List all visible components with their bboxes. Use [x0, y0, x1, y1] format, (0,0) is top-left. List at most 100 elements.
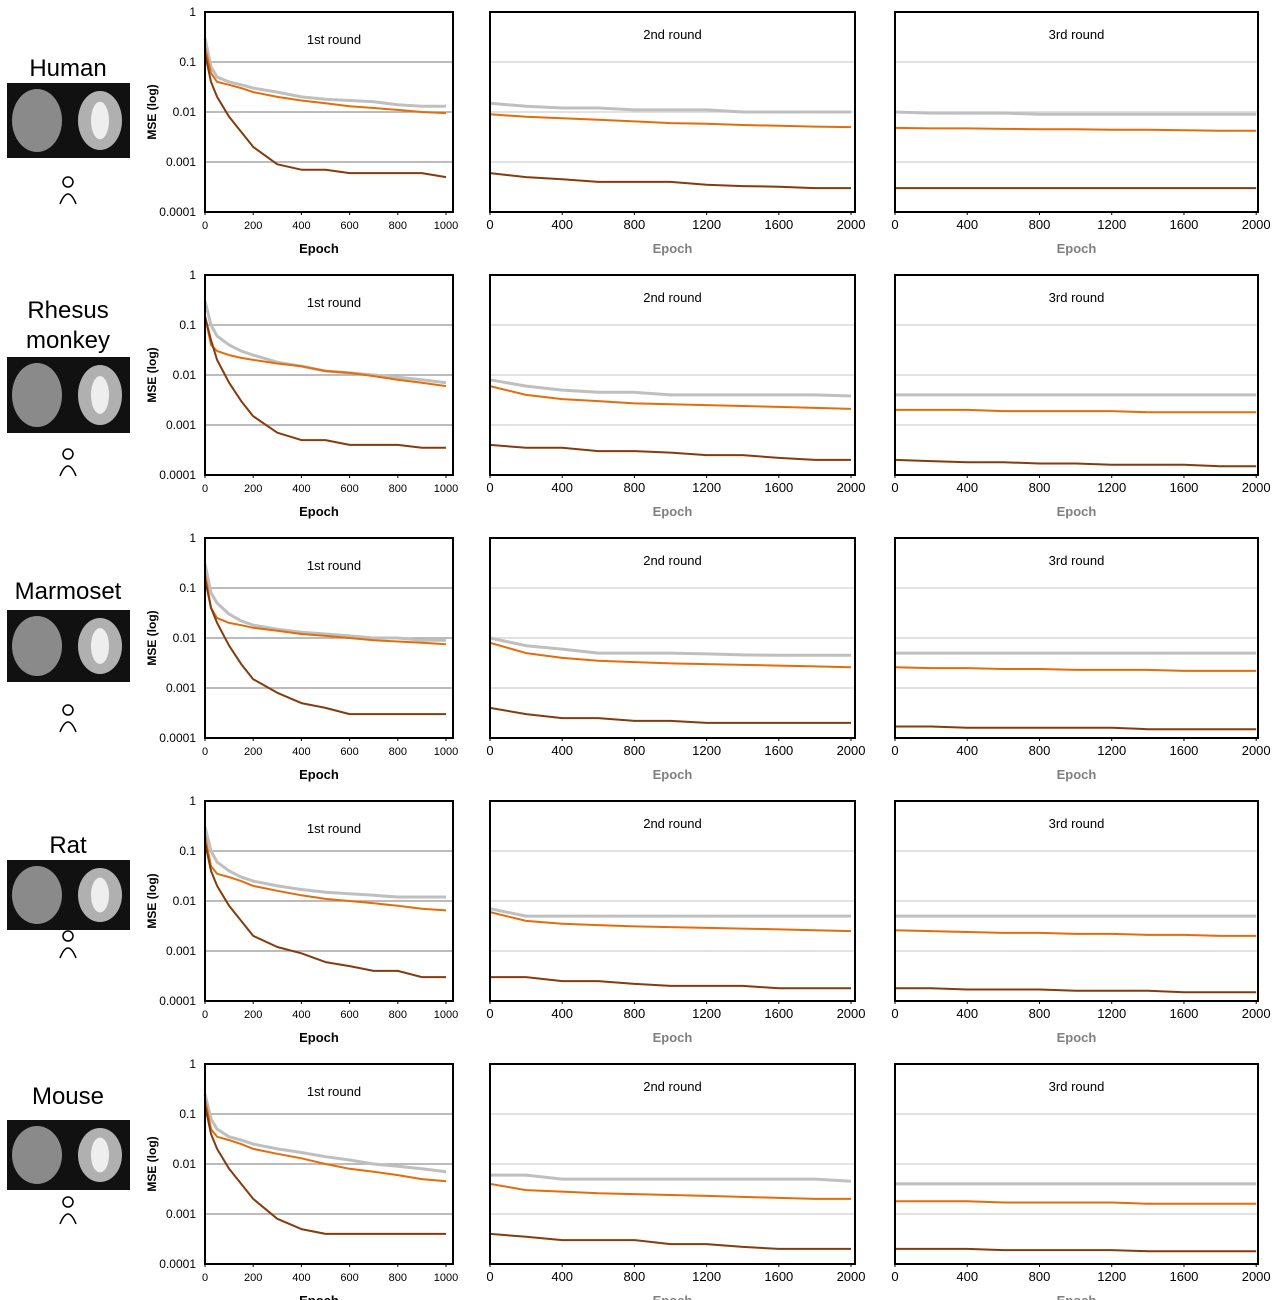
x-tick-label: 600: [340, 483, 358, 495]
x-axis-label: Epoch: [1057, 241, 1097, 256]
x-axis-label: Epoch: [299, 1293, 339, 1300]
x-tick-label: 800: [389, 220, 407, 232]
x-tick-label: 400: [551, 217, 573, 232]
x-tick-label: 0: [486, 1269, 493, 1284]
x-tick-label: 1000: [434, 746, 458, 758]
x-axis-label: Epoch: [653, 1293, 693, 1300]
chart-title: 2nd round: [643, 27, 702, 42]
x-tick-label: 2000: [837, 1006, 866, 1021]
series-line: [204, 52, 447, 179]
x-tick-label: 1200: [692, 480, 721, 495]
chart-title: 3rd round: [1049, 27, 1105, 42]
y-tick-label: 0.1: [179, 844, 196, 858]
chart-title: 3rd round: [1049, 290, 1105, 305]
x-tick-label: 800: [1029, 743, 1051, 758]
y-axis-label: MSE (log): [145, 873, 159, 928]
x-tick-label: 2000: [1242, 217, 1271, 232]
x-tick-label: 1200: [1097, 217, 1126, 232]
series-line: [489, 113, 852, 129]
series-line: [489, 907, 851, 918]
y-axis-label: MSE (log): [145, 84, 159, 139]
x-axis-label: Epoch: [1057, 767, 1097, 782]
species-label: Rat: [49, 832, 87, 859]
chart-title: 1st round: [307, 32, 361, 47]
y-tick-label: 0.1: [179, 318, 196, 332]
y-tick-label: 0.01: [173, 1157, 197, 1171]
x-tick-label: 2000: [1242, 480, 1271, 495]
series-line: [204, 1098, 447, 1183]
series-line: [489, 1182, 851, 1200]
y-axis-label: MSE (log): [145, 610, 159, 665]
plot-frame: [489, 537, 856, 739]
y-tick-label: 0.1: [179, 1107, 196, 1121]
x-tick-label: 200: [244, 746, 262, 758]
x-tick-label: 400: [292, 1009, 310, 1021]
x-tick-label: 1600: [1169, 743, 1198, 758]
y-tick-label: 0.1: [179, 55, 196, 69]
x-tick-label: 1000: [434, 1009, 458, 1021]
series-line: [490, 976, 851, 990]
series-line: [204, 578, 446, 716]
species-icon: [62, 1196, 74, 1208]
series-line: [203, 37, 446, 108]
x-tick-label: 400: [551, 743, 573, 758]
x-tick-label: 800: [624, 217, 646, 232]
y-tick-label: 1: [189, 531, 196, 545]
x-tick-label: 600: [340, 746, 358, 758]
series-line: [204, 841, 446, 979]
x-tick-label: 800: [389, 746, 407, 758]
series-line: [489, 172, 851, 190]
x-axis-label: Epoch: [653, 504, 693, 519]
x-tick-label: 1200: [692, 743, 721, 758]
plot-frame: [204, 274, 454, 476]
plot-frame: [489, 1063, 856, 1265]
species-icon: [59, 193, 77, 205]
x-tick-label: 2000: [1242, 1006, 1271, 1021]
x-tick-label: 0: [202, 483, 208, 495]
y-tick-label: 0.0001: [159, 205, 196, 219]
y-tick-label: 1: [189, 5, 196, 19]
chart-title: 3rd round: [1049, 1079, 1105, 1094]
plot-frame: [204, 11, 454, 213]
x-tick-label: 0: [486, 480, 493, 495]
x-tick-label: 1200: [692, 217, 721, 232]
x-tick-label: 1600: [1169, 1006, 1198, 1021]
series-line: [895, 408, 1257, 414]
x-tick-label: 800: [389, 1272, 407, 1284]
x-tick-label: 2000: [837, 743, 866, 758]
plot-frame: [894, 274, 1259, 476]
series-line: [894, 666, 1257, 672]
species-label: Marmoset: [14, 578, 122, 605]
plot-frame: [894, 1063, 1259, 1265]
x-tick-label: 800: [1029, 1269, 1051, 1284]
x-tick-label: 0: [486, 217, 493, 232]
y-tick-label: 0.01: [173, 894, 197, 908]
x-tick-label: 0: [202, 1272, 208, 1284]
chart-title: 1st round: [307, 295, 361, 310]
x-tick-label: 1600: [764, 1006, 793, 1021]
x-tick-label: 600: [340, 1272, 358, 1284]
species-icon: [59, 465, 77, 477]
brain-core: [91, 376, 109, 414]
series-line: [204, 315, 446, 449]
y-tick-label: 1: [189, 794, 196, 808]
x-tick-label: 0: [891, 1006, 898, 1021]
series-line: [204, 315, 447, 388]
x-tick-label: 400: [956, 743, 978, 758]
species-icon: [62, 704, 74, 716]
x-tick-label: 400: [292, 1272, 310, 1284]
x-tick-label: 1600: [764, 743, 793, 758]
species-label: Mouse: [31, 1083, 105, 1110]
x-tick-label: 1200: [1097, 743, 1126, 758]
plot-frame: [894, 537, 1259, 739]
series-line: [489, 911, 852, 933]
series-line: [203, 1093, 447, 1174]
brain-core: [91, 101, 109, 140]
x-tick-label: 0: [202, 1009, 208, 1021]
x-tick-label: 0: [891, 217, 898, 232]
series-line: [203, 826, 446, 899]
x-tick-label: 0: [891, 480, 898, 495]
species-icon: [62, 448, 74, 460]
